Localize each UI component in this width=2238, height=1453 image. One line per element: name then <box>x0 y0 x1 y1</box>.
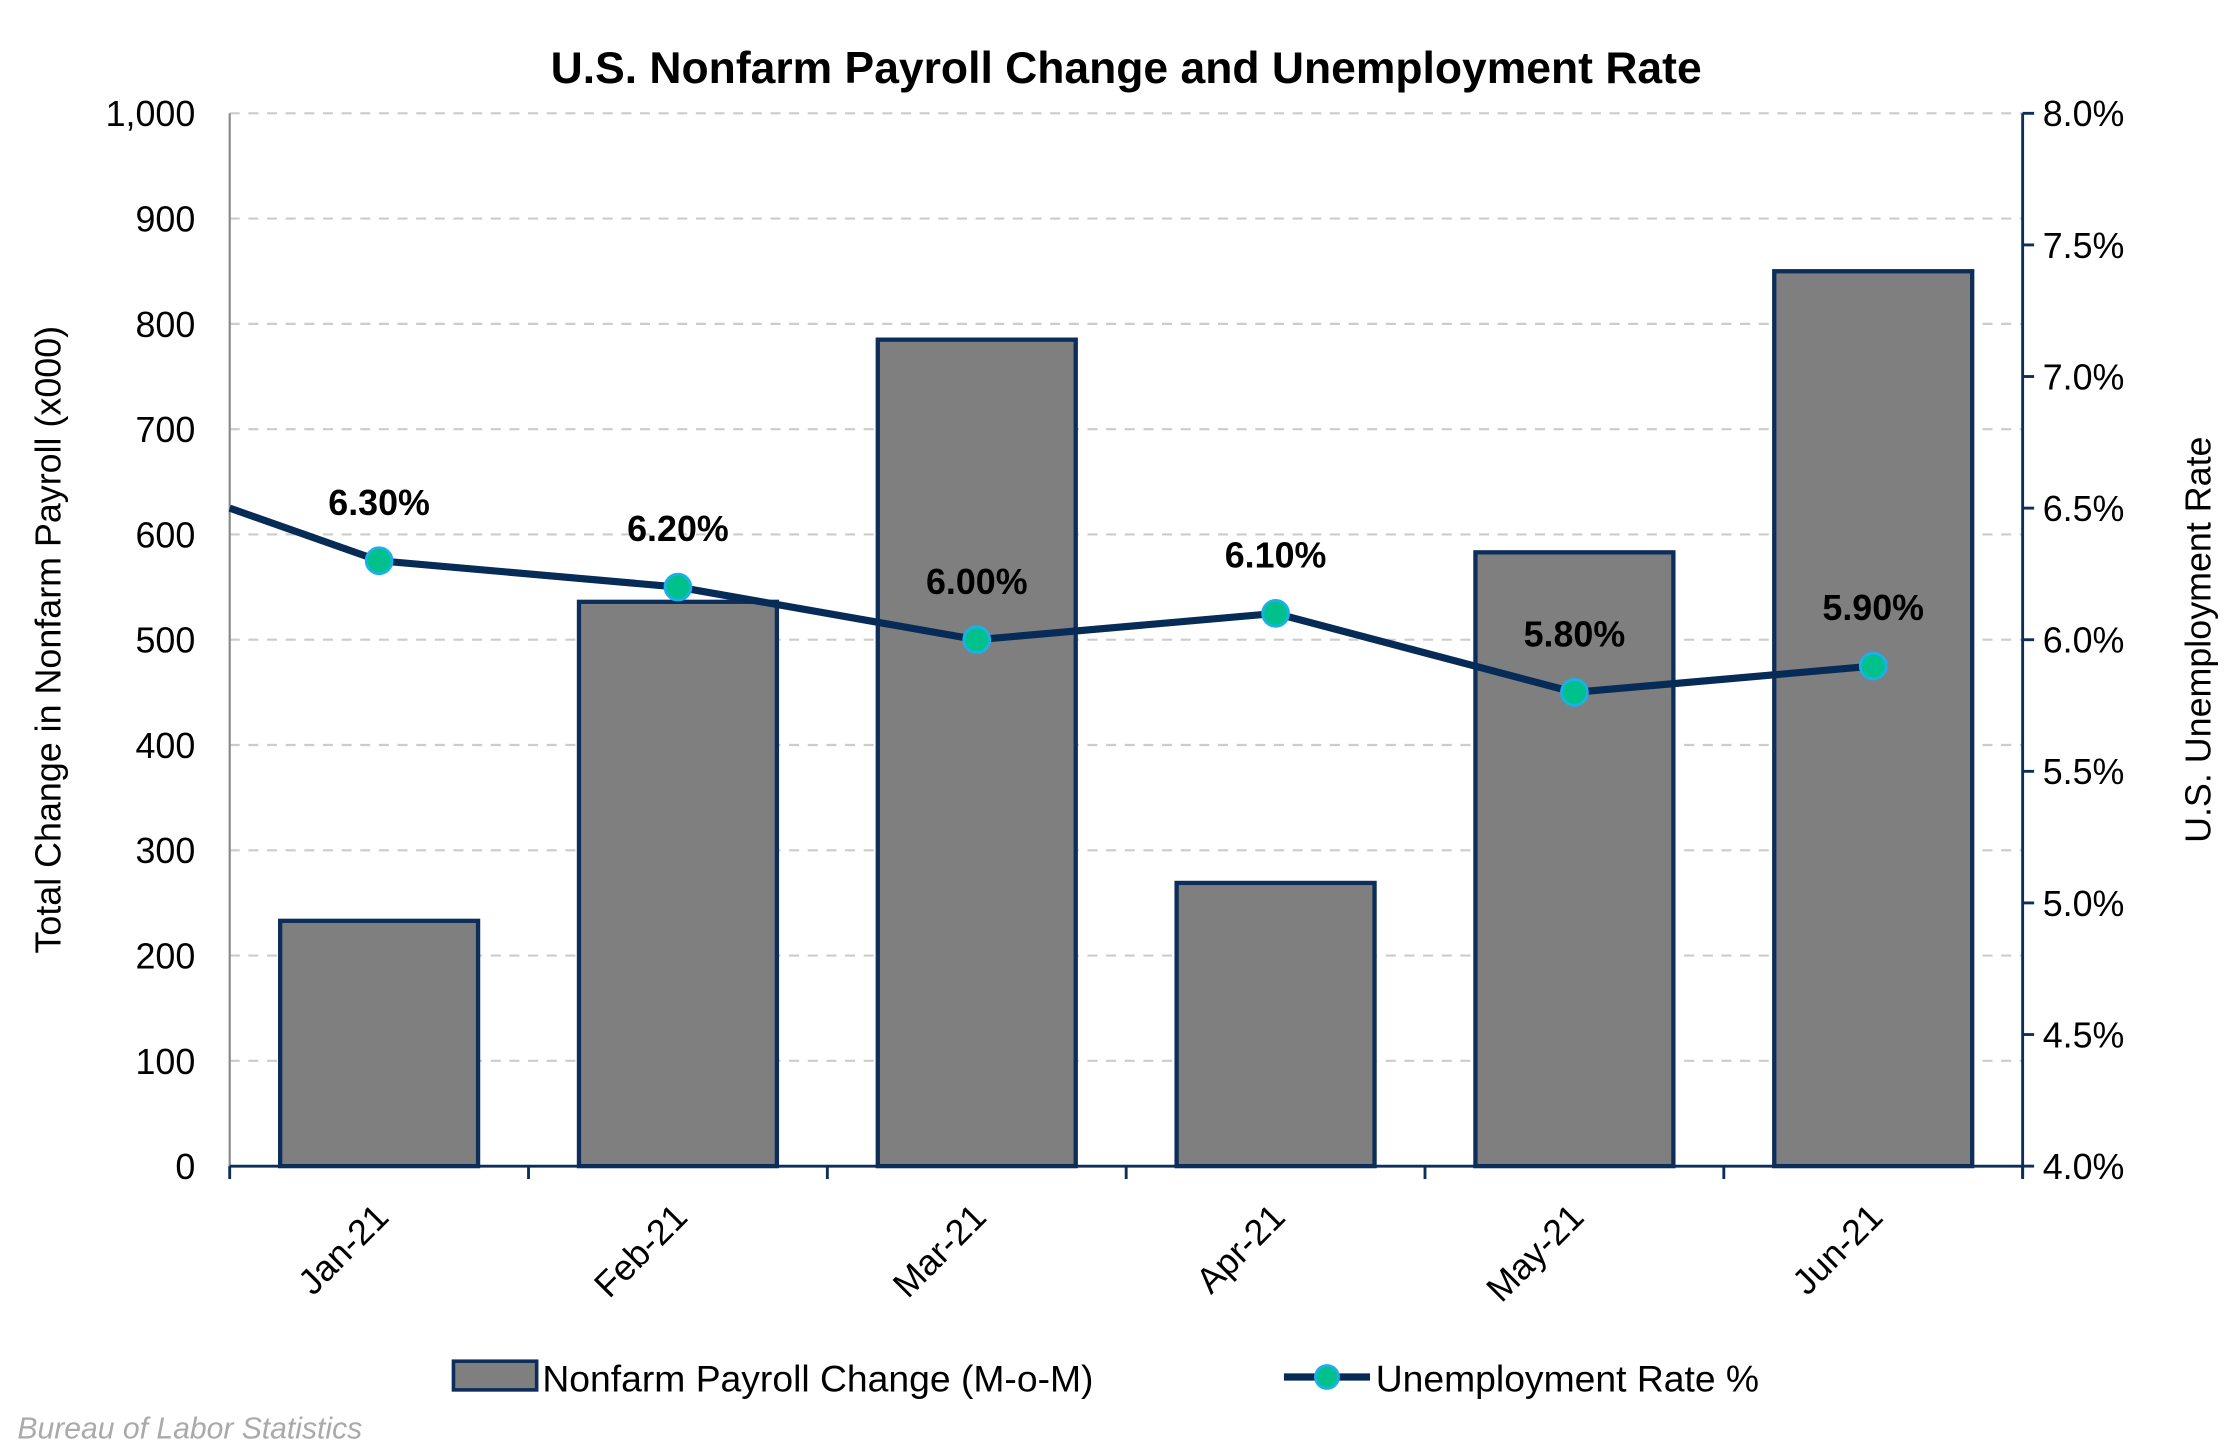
legend: Nonfarm Payroll Change (M-o-M) Unemploym… <box>451 1357 1759 1399</box>
bar-Jun-21 <box>1772 269 1975 1169</box>
y2-tick-label: 4.5% <box>2043 1015 2125 1055</box>
data-label: 5.90% <box>1822 588 1924 628</box>
y-tick-label: 800 <box>135 305 195 345</box>
line-point-Apr-21 <box>1261 599 1290 628</box>
bar-Mar-21 <box>875 337 1078 1169</box>
chart-title: U.S. Nonfarm Payroll Change and Unemploy… <box>551 44 1702 93</box>
y-tick-label: 500 <box>135 621 195 661</box>
axes <box>228 111 2035 1180</box>
y2-tick-label: 7.5% <box>2043 226 2125 266</box>
line-point-Feb-21 <box>663 572 693 602</box>
y-tick-label: 1,000 <box>106 94 196 134</box>
bar-Feb-21 <box>576 599 780 1169</box>
bar-Apr-21 <box>1174 880 1377 1169</box>
data-label: 5.80% <box>1524 614 1626 654</box>
y-tick-label: 0 <box>175 1147 195 1187</box>
data-label: 6.00% <box>926 562 1028 602</box>
y-tick-label: 300 <box>135 831 195 871</box>
line-point-Jan-21 <box>364 546 394 576</box>
data-label: 6.10% <box>1225 536 1327 576</box>
y2-tick-label: 5.0% <box>2043 884 2125 924</box>
y2-axis-label: U.S. Unemployment Rate <box>2179 437 2219 843</box>
legend-line-label: Unemployment Rate % <box>1376 1357 1759 1399</box>
y2-tick-label: 5.5% <box>2043 752 2125 792</box>
y-tick-label: 900 <box>135 200 195 240</box>
legend-line-marker <box>1314 1364 1340 1390</box>
x-tick-label: May-21 <box>1479 1197 1592 1310</box>
data-label: 6.30% <box>328 483 430 523</box>
line-point-Mar-21 <box>962 625 992 655</box>
bar-May-21 <box>1473 550 1676 1169</box>
line-point-May-21 <box>1560 678 1589 707</box>
y2-tick-label: 6.0% <box>2043 621 2125 661</box>
x-tick-label: Jan-21 <box>290 1197 396 1303</box>
y2-tick-label: 7.0% <box>2043 357 2125 397</box>
y2-tick-label: 4.0% <box>2043 1147 2125 1187</box>
legend-bar-label: Nonfarm Payroll Change (M-o-M) <box>542 1357 1093 1399</box>
y-tick-label: 200 <box>135 936 195 976</box>
gridlines <box>229 112 2023 1062</box>
y2-tick-label: 6.5% <box>2043 489 2125 529</box>
line-point-Jun-21 <box>1858 651 1888 681</box>
x-tick-label: Feb-21 <box>586 1197 695 1306</box>
y-tick-label: 600 <box>135 515 195 555</box>
y-tick-label: 700 <box>135 410 195 450</box>
bar-series <box>277 269 1975 1169</box>
line-series: 6.30% 6.20% 6.00% 6.10% 5.80% 5.90% <box>228 483 1924 707</box>
y-axis-label: Total Change in Nonfarm Payroll (x000) <box>28 326 68 954</box>
x-tick-label: Jun-21 <box>1785 1197 1891 1303</box>
y-tick-label: 400 <box>135 726 195 766</box>
bar-Jan-21 <box>277 918 481 1169</box>
legend-bar-swatch <box>451 1359 539 1392</box>
y2-tick-label: 8.0% <box>2043 94 2125 134</box>
x-tick-label: Mar-21 <box>885 1197 994 1306</box>
data-label: 6.20% <box>627 509 729 549</box>
x-tick-label: Apr-21 <box>1188 1197 1292 1301</box>
source-note: Bureau of Labor Statistics <box>17 1413 362 1446</box>
y-tick-label: 100 <box>135 1042 195 1082</box>
